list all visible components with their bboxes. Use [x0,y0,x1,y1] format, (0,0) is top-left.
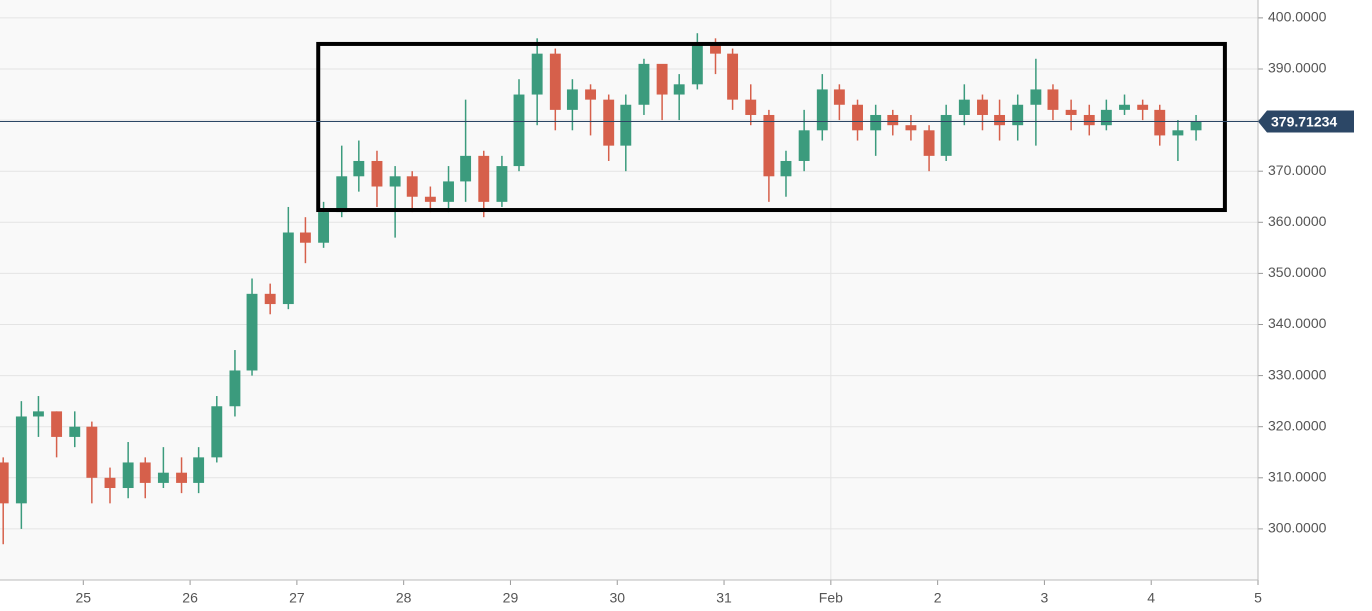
candle-body [870,114,882,131]
candle-body [15,416,27,504]
candle-body [51,411,63,437]
candle-body [638,63,650,105]
candle-body [86,426,98,478]
candle-body [1012,104,1024,126]
candle-body [816,89,828,131]
x-tick-label: 26 [182,590,198,606]
x-tick-label: Feb [819,590,843,606]
candle-body [994,114,1006,126]
candle-body [620,104,632,146]
plot-area [0,0,1258,580]
candle-body [833,89,845,105]
y-tick-label: 320.0000 [1268,417,1327,433]
candle-body [1190,121,1202,131]
candle-body [727,53,739,100]
candle-body [710,43,721,54]
candle-body [585,89,597,100]
x-tick-label: 27 [289,590,305,606]
candle-body [139,462,151,483]
candle-body [104,477,116,489]
candle-body [905,125,917,131]
candle-body [780,160,792,177]
y-tick-label: 370.0000 [1268,162,1327,178]
y-tick-label: 340.0000 [1268,315,1327,331]
candle-body [193,457,205,483]
y-tick-label: 350.0000 [1268,264,1327,280]
candle-body [299,232,311,243]
candle-body [1065,109,1077,115]
x-tick-label: 3 [1041,590,1049,606]
candle-body [1119,104,1130,110]
x-tick-label: 25 [76,590,92,606]
candle-body [549,53,561,110]
candle-body [176,472,187,483]
current-price-tag [1258,110,1354,133]
candle-body [443,181,454,202]
candle-body [157,472,169,483]
current-price-label: 379.71234 [1271,113,1337,129]
candle-body [424,196,436,202]
x-tick-label: 2 [934,590,942,606]
x-tick-label: 31 [716,590,732,606]
y-tick-label: 360.0000 [1268,213,1327,229]
y-tick-label: 310.0000 [1268,469,1327,485]
y-tick-label: 400.0000 [1268,9,1327,25]
annotation-box [316,41,1227,213]
candle-body [211,406,223,458]
candle-body [763,114,775,177]
candle-body [478,155,490,202]
candle-body [923,130,935,156]
candle-body [229,370,241,407]
candle-body [496,166,508,202]
candle-body [264,293,276,305]
candle-body [958,99,970,115]
candle-body [1030,89,1042,105]
candle-body [745,99,757,115]
x-tick-label: 4 [1147,590,1155,606]
candle-body [389,176,401,187]
candle-body [940,114,952,156]
candle-body [353,160,365,177]
x-tick-label: 29 [503,590,519,606]
candle-body [566,89,578,110]
candle-body [852,104,863,131]
candle-body [691,43,703,85]
candle-body [246,293,258,371]
candle-body [0,462,9,504]
candle-body [32,411,44,417]
candle-body [656,63,668,95]
x-tick-label: 30 [609,590,625,606]
candle-body [1100,109,1112,126]
candle-body [1172,130,1184,136]
candle-body [282,232,294,305]
candle-body [460,155,472,182]
candle-body [122,462,134,489]
candle-body [531,53,543,95]
x-tick-label: 5 [1254,590,1262,606]
candle-body [1154,109,1166,136]
candle-body [1137,104,1149,110]
candle-body [798,130,810,161]
candle-body [406,176,418,197]
y-tick-label: 390.0000 [1268,60,1327,76]
y-tick-label: 300.0000 [1268,520,1327,536]
candle-body [513,94,525,167]
candle-body [1047,89,1059,110]
candle-body [603,99,615,146]
candle-body [69,426,81,437]
candle-body [318,212,330,243]
candle-body [336,176,348,213]
y-tick-label: 330.0000 [1268,366,1327,382]
candle-body [977,99,988,115]
candle-body [1083,114,1095,126]
x-tick-label: 28 [396,590,412,606]
candle-body [887,114,899,126]
candle-body [673,84,685,95]
candle-body [371,160,383,187]
